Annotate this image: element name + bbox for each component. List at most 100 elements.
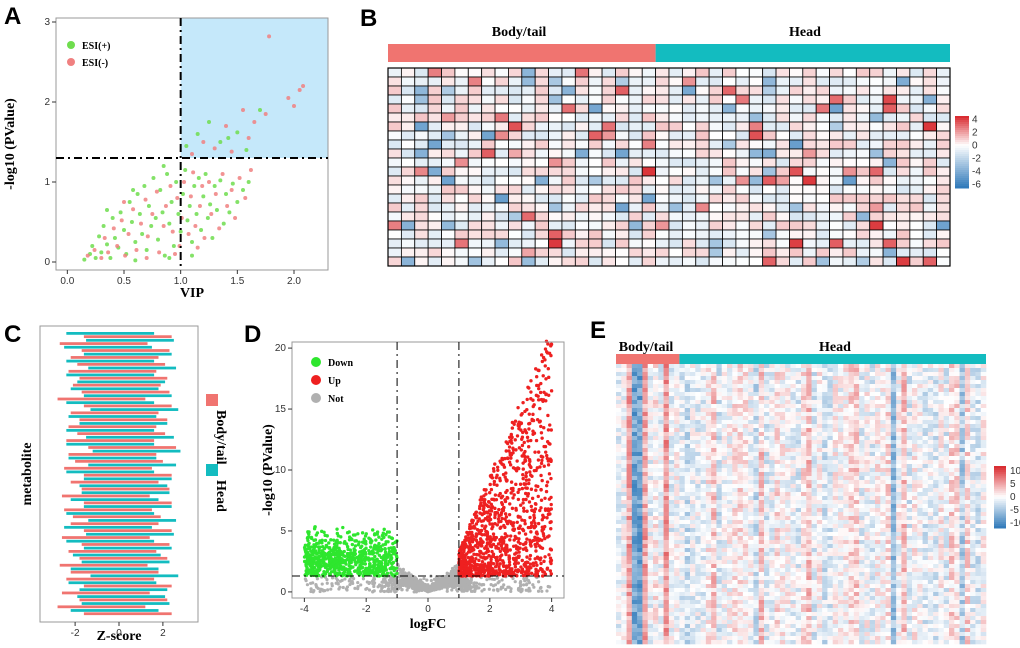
data-point-up [529, 523, 534, 528]
data-point-down [372, 566, 376, 570]
heatmap-cell [695, 85, 710, 96]
scale-step [955, 164, 969, 167]
heatmap-cell [769, 376, 775, 381]
heatmap-cell [534, 193, 549, 204]
data-point-up [538, 390, 543, 395]
heatmap-cell [853, 396, 860, 401]
heatmap-cell [481, 256, 496, 267]
heatmap-cell [842, 85, 857, 96]
heatmap-cell [722, 103, 737, 114]
data-point-up [519, 421, 524, 426]
heatmap-cell [855, 256, 871, 267]
heatmap-cell [663, 384, 670, 389]
heatmap-cell [801, 392, 807, 397]
data-point-esi-pos [137, 212, 142, 216]
heatmap-cell [722, 256, 737, 267]
heatmap-cell [802, 175, 817, 186]
data-point-up [548, 520, 552, 525]
heatmap-cell [653, 392, 659, 397]
heatmap-cell [708, 175, 723, 186]
heatmap-cell [802, 220, 817, 231]
heatmap-cell [615, 256, 630, 267]
data-point-down [327, 541, 331, 545]
heatmap-cell [875, 376, 881, 381]
data-point-esi-neg [225, 204, 230, 208]
heatmap-cell [785, 396, 791, 401]
heatmap-cell [494, 121, 509, 132]
heatmap-cell [880, 396, 886, 401]
heatmap-cell [548, 175, 563, 186]
heatmap-cell [912, 384, 918, 389]
data-point-up [536, 537, 540, 541]
heatmap-cell [628, 229, 643, 240]
heatmap-cell [494, 139, 509, 150]
heatmap-cell [695, 372, 701, 377]
data-point-up [513, 552, 517, 556]
data-point-not [338, 585, 342, 589]
heatmap-cell [732, 396, 738, 401]
heatmap-cell [901, 384, 908, 389]
heatmap-cell [454, 184, 469, 195]
heatmap-cell [775, 148, 790, 159]
data-point-down [340, 558, 344, 562]
data-point-up [536, 398, 541, 402]
data-point-down [338, 564, 343, 568]
scale-step [955, 128, 969, 131]
legend: ESI(+) ESI(-) [67, 41, 110, 69]
heatmap-cell [829, 202, 844, 213]
data-point-not [303, 577, 307, 581]
data-point-up [483, 557, 487, 561]
heatmap-cell [789, 256, 804, 267]
data-point-up [547, 472, 552, 476]
heatmap-cell [508, 229, 523, 240]
heatmap-cell [668, 103, 683, 114]
heatmap-cell [631, 400, 638, 405]
data-point-up [520, 527, 525, 532]
data-point-esi-neg [102, 236, 107, 240]
heatmap-cell [722, 157, 737, 168]
data-point-up [549, 507, 553, 511]
heatmap-cell [842, 121, 857, 132]
heatmap-cell [801, 400, 807, 405]
y-tick-label: 15 [275, 404, 287, 415]
heatmap-cell [534, 184, 549, 195]
data-point-up [481, 497, 485, 502]
heatmap-cell [387, 229, 402, 240]
heatmap-cell [970, 380, 976, 385]
data-point-up [485, 534, 489, 538]
heatmap-cell [769, 400, 775, 405]
heatmap-cell [949, 376, 955, 381]
data-point-up [549, 527, 553, 531]
heatmap-cell [789, 229, 804, 240]
heatmap-cell [901, 364, 908, 369]
heatmap-cell [815, 67, 830, 78]
heatmap-cell [869, 247, 884, 258]
heatmap-cell [789, 184, 804, 195]
data-point-not [380, 580, 384, 584]
heatmap-cell [561, 211, 576, 222]
data-point-up [520, 443, 525, 448]
scale-step [955, 180, 969, 183]
data-point-esi-pos [218, 140, 223, 144]
significance-region [180, 18, 328, 158]
heatmap-cell [641, 193, 657, 204]
data-point-up [493, 506, 497, 511]
heatmap-cell [829, 112, 844, 123]
data-point-down [342, 541, 346, 545]
heatmap-cell [548, 94, 563, 105]
heatmap-cell [574, 94, 590, 105]
data-point-up [527, 478, 531, 482]
heatmap-cell [574, 121, 590, 132]
heatmap-cell [494, 247, 509, 258]
heatmap-cell [802, 112, 817, 123]
heatmap-cell [885, 400, 892, 405]
heatmap-cell [975, 364, 982, 369]
heatmap-cell [838, 392, 844, 397]
data-point-up [509, 432, 513, 437]
heatmap-cell [774, 400, 781, 405]
heatmap-cell [864, 400, 871, 405]
heatmap-cell [621, 392, 627, 397]
heatmap-cell [882, 193, 897, 204]
heatmap-cell [467, 193, 483, 204]
heatmap-cell [922, 94, 938, 105]
